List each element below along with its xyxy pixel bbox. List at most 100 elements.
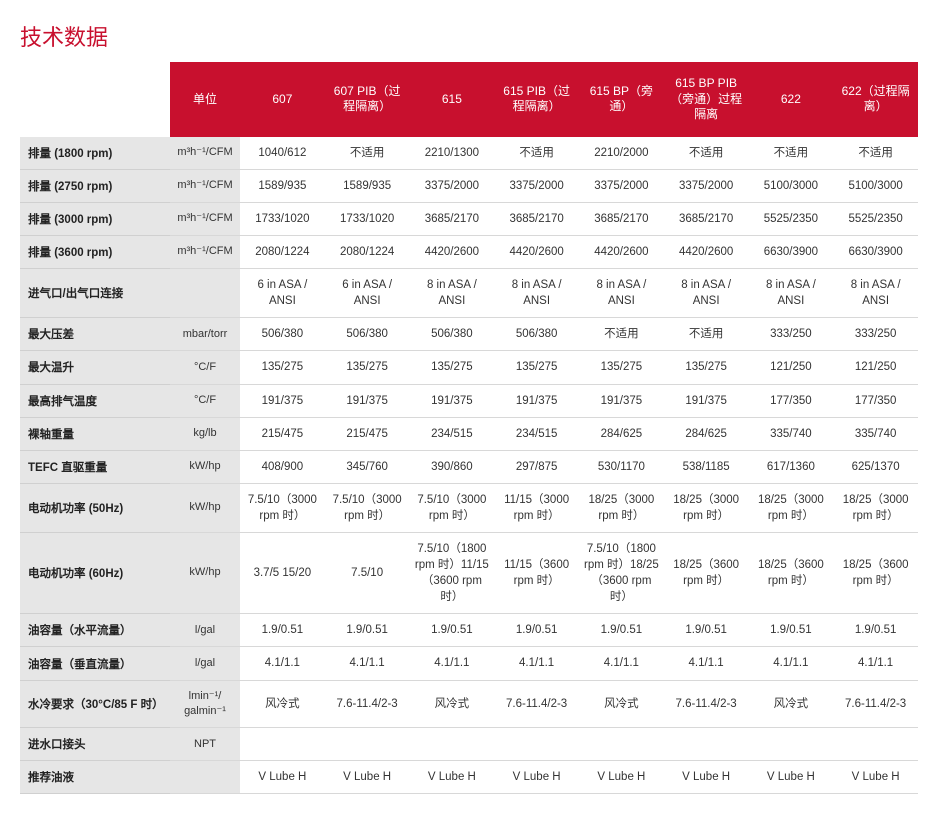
unit-cell: kW/hp bbox=[170, 450, 240, 483]
data-cell: 3375/2000 bbox=[579, 169, 664, 202]
table-row: 最高排气温度°C/F191/375191/375191/375191/37519… bbox=[20, 384, 918, 417]
model-header: 615 BP（旁通） bbox=[579, 62, 664, 137]
unit-cell: °C/F bbox=[170, 384, 240, 417]
data-cell: V Lube H bbox=[240, 761, 325, 794]
table-row: 最大压差mbar/torr506/380506/380506/380506/38… bbox=[20, 318, 918, 351]
row-label: 排量 (2750 rpm) bbox=[20, 169, 170, 202]
data-cell: 617/1360 bbox=[749, 450, 834, 483]
data-cell: 191/375 bbox=[240, 384, 325, 417]
data-cell: 18/25（3000 rpm 时） bbox=[579, 483, 664, 532]
data-cell: 2210/2000 bbox=[579, 137, 664, 170]
data-cell: 8 in ASA / ANSI bbox=[579, 269, 664, 318]
data-cell: 191/375 bbox=[494, 384, 579, 417]
data-cell: 3.7/5 15/20 bbox=[240, 533, 325, 614]
table-row: 油容量（水平流量）l/gal1.9/0.511.9/0.511.9/0.511.… bbox=[20, 614, 918, 647]
unit-cell: °C/F bbox=[170, 351, 240, 384]
unit-cell: l/gal bbox=[170, 647, 240, 680]
data-cell: 177/350 bbox=[749, 384, 834, 417]
data-cell: 18/25（3000 rpm 时） bbox=[833, 483, 918, 532]
data-cell: 191/375 bbox=[579, 384, 664, 417]
data-cell: V Lube H bbox=[749, 761, 834, 794]
data-cell: 506/380 bbox=[410, 318, 495, 351]
data-cell: 7.5/10（3000 rpm 时） bbox=[410, 483, 495, 532]
data-cell bbox=[664, 728, 749, 761]
data-cell: 6 in ASA / ANSI bbox=[325, 269, 410, 318]
unit-cell: m³h⁻¹/CFM bbox=[170, 236, 240, 269]
table-row: 裸轴重量kg/lb215/475215/475234/515234/515284… bbox=[20, 417, 918, 450]
data-cell: 506/380 bbox=[494, 318, 579, 351]
data-cell: 135/275 bbox=[494, 351, 579, 384]
unit-cell: m³h⁻¹/CFM bbox=[170, 202, 240, 235]
data-cell: 18/25（3000 rpm 时） bbox=[664, 483, 749, 532]
data-cell: 7.6-11.4/2-3 bbox=[664, 680, 749, 728]
data-cell: 1.9/0.51 bbox=[325, 614, 410, 647]
data-cell: V Lube H bbox=[833, 761, 918, 794]
data-cell: 6630/3900 bbox=[833, 236, 918, 269]
data-cell: V Lube H bbox=[325, 761, 410, 794]
data-cell: V Lube H bbox=[410, 761, 495, 794]
model-header: 615 bbox=[410, 62, 495, 137]
data-cell: 5100/3000 bbox=[833, 169, 918, 202]
data-cell: 1.9/0.51 bbox=[664, 614, 749, 647]
row-label: 电动机功率 (60Hz) bbox=[20, 533, 170, 614]
data-cell: 3685/2170 bbox=[494, 202, 579, 235]
table-row: 油容量（垂直流量）l/gal4.1/1.14.1/1.14.1/1.14.1/1… bbox=[20, 647, 918, 680]
data-cell: 8 in ASA / ANSI bbox=[410, 269, 495, 318]
row-label: TEFC 直驱重量 bbox=[20, 450, 170, 483]
data-cell bbox=[749, 728, 834, 761]
data-cell: 不适用 bbox=[494, 137, 579, 170]
data-cell: 4.1/1.1 bbox=[325, 647, 410, 680]
table-row: 排量 (1800 rpm)m³h⁻¹/CFM1040/612不适用2210/13… bbox=[20, 137, 918, 170]
data-cell: 3685/2170 bbox=[579, 202, 664, 235]
model-header: 607 bbox=[240, 62, 325, 137]
data-cell: 4420/2600 bbox=[494, 236, 579, 269]
data-cell bbox=[833, 728, 918, 761]
data-cell: 1.9/0.51 bbox=[749, 614, 834, 647]
data-cell: 121/250 bbox=[749, 351, 834, 384]
data-cell: 135/275 bbox=[325, 351, 410, 384]
data-cell: 不适用 bbox=[664, 318, 749, 351]
row-label: 排量 (3000 rpm) bbox=[20, 202, 170, 235]
data-cell: 335/740 bbox=[749, 417, 834, 450]
data-cell: V Lube H bbox=[664, 761, 749, 794]
data-cell bbox=[410, 728, 495, 761]
data-cell: 297/875 bbox=[494, 450, 579, 483]
data-cell: 3685/2170 bbox=[410, 202, 495, 235]
row-label: 最大温升 bbox=[20, 351, 170, 384]
table-row: 排量 (2750 rpm)m³h⁻¹/CFM1589/9351589/93533… bbox=[20, 169, 918, 202]
data-cell: 234/515 bbox=[410, 417, 495, 450]
data-cell: 8 in ASA / ANSI bbox=[749, 269, 834, 318]
data-cell: 1.9/0.51 bbox=[494, 614, 579, 647]
row-label: 排量 (1800 rpm) bbox=[20, 137, 170, 170]
data-cell: V Lube H bbox=[579, 761, 664, 794]
data-cell: 121/250 bbox=[833, 351, 918, 384]
data-cell: 6 in ASA / ANSI bbox=[240, 269, 325, 318]
data-cell: 不适用 bbox=[664, 137, 749, 170]
data-cell: 333/250 bbox=[749, 318, 834, 351]
data-cell: 1589/935 bbox=[325, 169, 410, 202]
data-cell: 不适用 bbox=[325, 137, 410, 170]
data-cell: 1.9/0.51 bbox=[833, 614, 918, 647]
table-row: 排量 (3600 rpm)m³h⁻¹/CFM2080/12242080/1224… bbox=[20, 236, 918, 269]
data-cell bbox=[579, 728, 664, 761]
row-label: 进气口/出气口连接 bbox=[20, 269, 170, 318]
corner-cell bbox=[20, 62, 170, 137]
data-cell: 234/515 bbox=[494, 417, 579, 450]
data-cell: 135/275 bbox=[410, 351, 495, 384]
data-cell: 不适用 bbox=[749, 137, 834, 170]
data-cell: 1.9/0.51 bbox=[579, 614, 664, 647]
row-label: 推荐油液 bbox=[20, 761, 170, 794]
data-cell: 风冷式 bbox=[240, 680, 325, 728]
row-label: 油容量（垂直流量） bbox=[20, 647, 170, 680]
data-cell: 4.1/1.1 bbox=[240, 647, 325, 680]
model-header: 607 PIB（过程隔离） bbox=[325, 62, 410, 137]
data-cell: 215/475 bbox=[240, 417, 325, 450]
data-cell: 177/350 bbox=[833, 384, 918, 417]
data-cell: 4.1/1.1 bbox=[579, 647, 664, 680]
data-cell: 2080/1224 bbox=[240, 236, 325, 269]
data-cell: 506/380 bbox=[325, 318, 410, 351]
unit-cell: m³h⁻¹/CFM bbox=[170, 169, 240, 202]
data-cell: 7.5/10（3000 rpm 时） bbox=[325, 483, 410, 532]
unit-cell: mbar/torr bbox=[170, 318, 240, 351]
data-cell: 2210/1300 bbox=[410, 137, 495, 170]
